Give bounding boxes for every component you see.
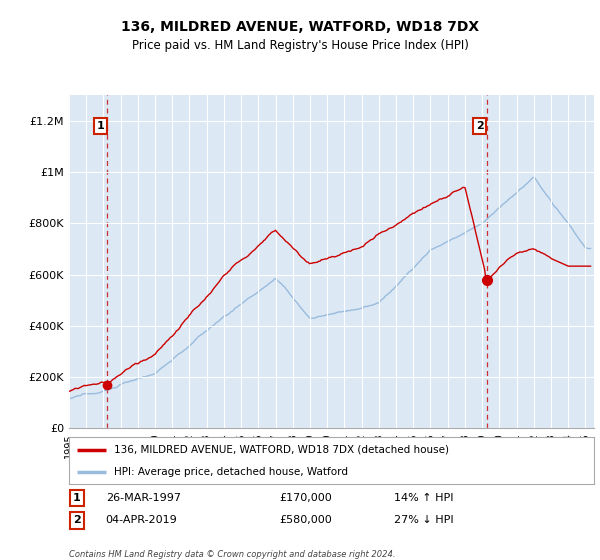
Text: 2: 2 [73,515,81,525]
Text: Price paid vs. HM Land Registry's House Price Index (HPI): Price paid vs. HM Land Registry's House … [131,39,469,52]
Text: 26-MAR-1997: 26-MAR-1997 [106,493,181,503]
Text: 1: 1 [97,121,104,131]
Text: 27% ↓ HPI: 27% ↓ HPI [395,515,454,525]
Text: HPI: Average price, detached house, Watford: HPI: Average price, detached house, Watf… [113,466,347,477]
Text: 04-APR-2019: 04-APR-2019 [106,515,178,525]
Text: £580,000: £580,000 [279,515,332,525]
Text: 136, MILDRED AVENUE, WATFORD, WD18 7DX (detached house): 136, MILDRED AVENUE, WATFORD, WD18 7DX (… [113,445,449,455]
Text: 2: 2 [476,121,484,131]
Text: 1: 1 [73,493,81,503]
Text: Contains HM Land Registry data © Crown copyright and database right 2024.
This d: Contains HM Land Registry data © Crown c… [69,550,395,560]
Text: £170,000: £170,000 [279,493,332,503]
Text: 136, MILDRED AVENUE, WATFORD, WD18 7DX: 136, MILDRED AVENUE, WATFORD, WD18 7DX [121,20,479,34]
Text: 14% ↑ HPI: 14% ↑ HPI [395,493,454,503]
